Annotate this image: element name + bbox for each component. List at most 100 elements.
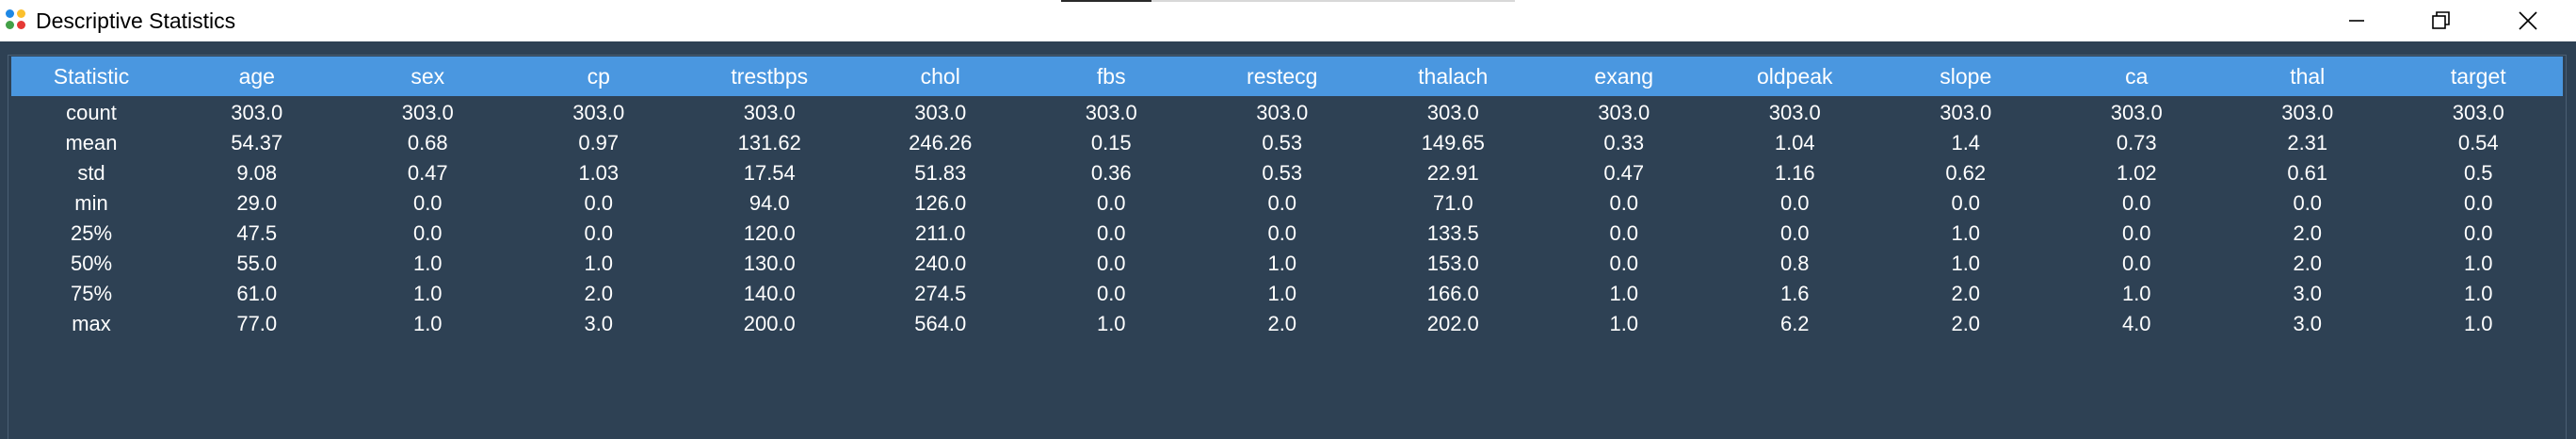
table-cell: 1.03 — [578, 161, 620, 185]
table-cell: 3.0 — [2293, 312, 2323, 335]
minimize-button[interactable] — [2314, 0, 2399, 41]
table-cell: 303.0 — [401, 101, 454, 124]
header-exang[interactable]: exang — [1594, 63, 1654, 89]
table-cell: 2.0 — [2293, 221, 2323, 245]
header-target[interactable]: target — [2450, 63, 2506, 89]
table-frame — [8, 55, 2567, 439]
table-cell: 303.0 — [1598, 101, 1650, 124]
table-cell: 126.0 — [914, 191, 967, 215]
app-dots-icon — [6, 9, 30, 34]
table-cell: 1.0 — [1609, 312, 1639, 335]
table-row[interactable]: 50% 55.0 1.0 1.0 130.0 240.0 0.0 1.0 153.0 0.0 0.8… — [11, 249, 2563, 279]
table-row[interactable]: mean 54.37 0.68 0.97 131.62 246.26 0.15 0.53 149… — [11, 128, 2563, 158]
row-label: min — [74, 191, 108, 215]
table-cell: 17.54 — [743, 161, 796, 185]
table-cell: 2.31 — [2287, 131, 2328, 154]
row-label: 25% — [70, 221, 113, 245]
table-cell: 1.0 — [1951, 252, 1981, 275]
table-cell: 1.0 — [1267, 252, 1297, 275]
table-cell: 0.0 — [584, 221, 614, 245]
header-cp[interactable]: cp — [587, 63, 610, 89]
table-cell: 55.0 — [236, 252, 278, 275]
table-cell: 47.5 — [236, 221, 278, 245]
table-cell: 0.0 — [1096, 282, 1126, 305]
table-cell: 0.0 — [1267, 221, 1297, 245]
table-cell: 0.0 — [1096, 191, 1126, 215]
close-icon — [2519, 11, 2537, 30]
title-bar[interactable]: Descriptive Statistics — [0, 0, 2576, 41]
table-cell: 0.47 — [407, 161, 448, 185]
table-cell: 303.0 — [1940, 101, 1992, 124]
header-statistic[interactable]: Statistic — [53, 63, 130, 89]
table-cell: 0.0 — [1609, 221, 1639, 245]
table-cell: 1.0 — [1096, 312, 1126, 335]
close-button[interactable] — [2486, 0, 2570, 41]
table-row[interactable]: count 303.0 303.0 303.0 303.0 303.0 303.0 303.0… — [11, 98, 2563, 128]
table-cell: 303.0 — [1256, 101, 1309, 124]
table-row[interactable]: std 9.08 0.47 1.03 17.54 51.83 0.36 0.53 22.91 0.… — [11, 158, 2563, 188]
table-cell: 303.0 — [231, 101, 283, 124]
table-row[interactable]: max 77.0 1.0 3.0 200.0 564.0 1.0 2.0 202.0 1.0 6.2… — [11, 309, 2563, 339]
table-cell: 0.15 — [1090, 131, 1132, 154]
table-cell: 1.0 — [1951, 221, 1981, 245]
table-cell: 303.0 — [2110, 101, 2163, 124]
window-content — [0, 41, 2576, 439]
table-cell: 0.97 — [578, 131, 620, 154]
table-cell: 0.0 — [412, 221, 443, 245]
table-cell: 0.0 — [1096, 252, 1126, 275]
table-cell: 1.0 — [2463, 282, 2493, 305]
header-oldpeak[interactable]: oldpeak — [1756, 63, 1833, 89]
table-body[interactable]: count 303.0 303.0 303.0 303.0 303.0 303.0 303.0… — [11, 98, 2563, 339]
table-cell: 2.0 — [584, 282, 614, 305]
table-cell: 71.0 — [1432, 191, 1473, 215]
header-ca[interactable]: ca — [2125, 63, 2149, 89]
table-cell: 1.0 — [2463, 312, 2493, 335]
table-row[interactable]: min 29.0 0.0 0.0 94.0 126.0 0.0 0.0 71.0 0.0 0.0 0.… — [11, 188, 2563, 219]
header-fbs[interactable]: fbs — [1096, 63, 1126, 89]
table-cell: 1.0 — [2121, 282, 2151, 305]
table-cell: 1.0 — [412, 312, 443, 335]
row-label: mean — [65, 131, 118, 154]
table-cell: 202.0 — [1426, 312, 1479, 335]
table-cell: 2.0 — [1951, 282, 1981, 305]
table-header-row: Statistic age sex cp trestbps chol fbs restecg t… — [11, 57, 2563, 96]
header-chol[interactable]: chol — [920, 63, 960, 89]
table-cell: 2.0 — [2293, 252, 2323, 275]
table-cell: 140.0 — [743, 282, 796, 305]
table-cell: 0.0 — [2121, 221, 2151, 245]
table-cell: 303.0 — [1768, 101, 1821, 124]
table-cell: 303.0 — [1426, 101, 1479, 124]
table-cell: 0.53 — [1262, 131, 1303, 154]
header-restecg[interactable]: restecg — [1247, 63, 1318, 89]
table-cell: 303.0 — [1085, 101, 1137, 124]
table-cell: 149.65 — [1421, 131, 1485, 154]
table-cell: 0.5 — [2463, 161, 2493, 185]
table-cell: 274.5 — [914, 282, 967, 305]
table-cell: 166.0 — [1426, 282, 1479, 305]
table-row[interactable]: 25% 47.5 0.0 0.0 120.0 211.0 0.0 0.0 133.5 0.0 0.0… — [11, 219, 2563, 249]
row-label: 75% — [70, 282, 113, 305]
table-row[interactable]: 75% 61.0 1.0 2.0 140.0 274.5 0.0 1.0 166.0 1.0 1.6… — [11, 279, 2563, 309]
table-cell: 0.0 — [584, 191, 614, 215]
table-cell: 200.0 — [743, 312, 796, 335]
table-cell: 0.0 — [2463, 221, 2493, 245]
table-cell: 51.83 — [914, 161, 967, 185]
header-age[interactable]: age — [238, 63, 275, 89]
header-sex[interactable]: sex — [411, 63, 445, 89]
table-cell: 1.0 — [412, 252, 443, 275]
table-cell: 3.0 — [584, 312, 614, 335]
header-trestbps[interactable]: trestbps — [731, 63, 809, 89]
table-cell: 0.73 — [2116, 131, 2157, 154]
table-cell: 0.36 — [1090, 161, 1132, 185]
table-cell: 0.47 — [1603, 161, 1645, 185]
header-thalach[interactable]: thalach — [1418, 63, 1489, 89]
header-thal[interactable]: thal — [2290, 63, 2326, 89]
table-cell: 0.0 — [1267, 191, 1297, 215]
table-cell: 131.62 — [737, 131, 801, 154]
table-cell: 0.68 — [407, 131, 448, 154]
header-slope[interactable]: slope — [1940, 63, 1992, 89]
table-cell: 0.0 — [2463, 191, 2493, 215]
table-cell: 303.0 — [914, 101, 967, 124]
table-cell: 61.0 — [236, 282, 278, 305]
restore-button[interactable] — [2399, 0, 2484, 41]
